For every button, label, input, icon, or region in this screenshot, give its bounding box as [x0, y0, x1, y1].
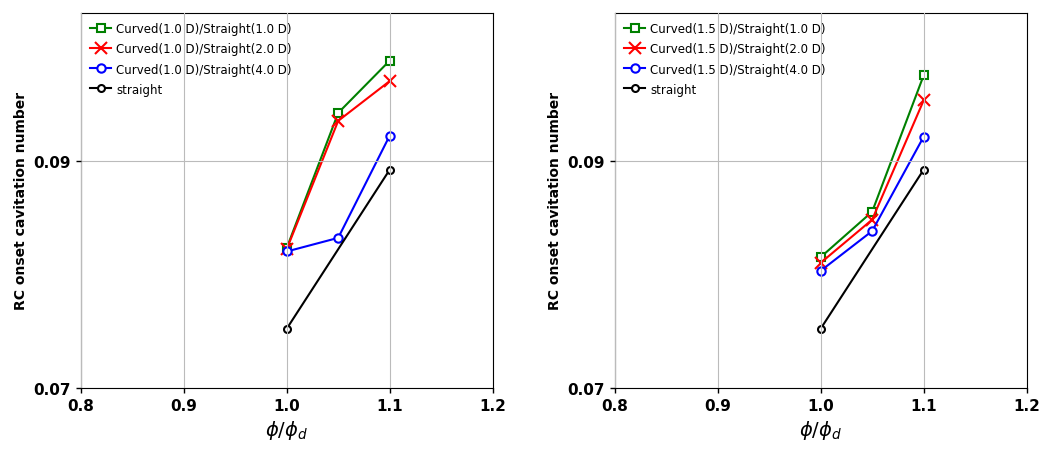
straight [280, 326, 293, 332]
Curved(1.0 D)/Straight(1.0 D) [384, 59, 396, 64]
Curved(1.5 D)/Straight(2.0 D) [815, 261, 827, 266]
X-axis label: $\phi/\phi_d$: $\phi/\phi_d$ [266, 418, 308, 441]
straight [917, 167, 930, 173]
Curved(1.0 D)/Straight(1.0 D) [280, 246, 293, 251]
Curved(1.0 D)/Straight(2.0 D) [332, 119, 345, 124]
Legend: Curved(1.0 D)/Straight(1.0 D), Curved(1.0 D)/Straight(2.0 D), Curved(1.0 D)/Stra: Curved(1.0 D)/Straight(1.0 D), Curved(1.… [86, 20, 295, 100]
Line: straight: straight [817, 167, 928, 333]
Curved(1.5 D)/Straight(2.0 D) [865, 217, 878, 223]
Curved(1.5 D)/Straight(2.0 D) [917, 98, 930, 104]
Curved(1.0 D)/Straight(2.0 D) [280, 247, 293, 253]
Curved(1.0 D)/Straight(1.0 D) [332, 111, 345, 116]
Line: Curved(1.5 D)/Straight(4.0 D): Curved(1.5 D)/Straight(4.0 D) [817, 133, 928, 275]
Line: Curved(1.5 D)/Straight(1.0 D): Curved(1.5 D)/Straight(1.0 D) [817, 72, 928, 262]
Curved(1.0 D)/Straight(4.0 D) [332, 236, 345, 241]
Line: Curved(1.0 D)/Straight(2.0 D): Curved(1.0 D)/Straight(2.0 D) [281, 76, 395, 255]
Curved(1.0 D)/Straight(4.0 D) [280, 249, 293, 255]
Curved(1.5 D)/Straight(1.0 D) [917, 73, 930, 79]
Line: Curved(1.0 D)/Straight(1.0 D): Curved(1.0 D)/Straight(1.0 D) [282, 57, 394, 253]
Line: Curved(1.0 D)/Straight(4.0 D): Curved(1.0 D)/Straight(4.0 D) [282, 132, 394, 256]
Curved(1.0 D)/Straight(2.0 D) [384, 79, 396, 85]
Line: straight: straight [284, 167, 393, 333]
straight [384, 167, 396, 173]
Y-axis label: RC onset cavitation number: RC onset cavitation number [14, 92, 27, 310]
Curved(1.5 D)/Straight(1.0 D) [815, 255, 827, 260]
Curved(1.5 D)/Straight(4.0 D) [815, 268, 827, 274]
Curved(1.5 D)/Straight(4.0 D) [865, 229, 878, 234]
Curved(1.0 D)/Straight(4.0 D) [384, 134, 396, 139]
straight [815, 326, 827, 332]
Y-axis label: RC onset cavitation number: RC onset cavitation number [548, 92, 562, 310]
Curved(1.5 D)/Straight(1.0 D) [865, 209, 878, 215]
Legend: Curved(1.5 D)/Straight(1.0 D), Curved(1.5 D)/Straight(2.0 D), Curved(1.5 D)/Stra: Curved(1.5 D)/Straight(1.0 D), Curved(1.… [621, 20, 829, 100]
X-axis label: $\phi/\phi_d$: $\phi/\phi_d$ [799, 418, 842, 441]
Curved(1.5 D)/Straight(4.0 D) [917, 135, 930, 140]
Line: Curved(1.5 D)/Straight(2.0 D): Curved(1.5 D)/Straight(2.0 D) [815, 96, 930, 269]
